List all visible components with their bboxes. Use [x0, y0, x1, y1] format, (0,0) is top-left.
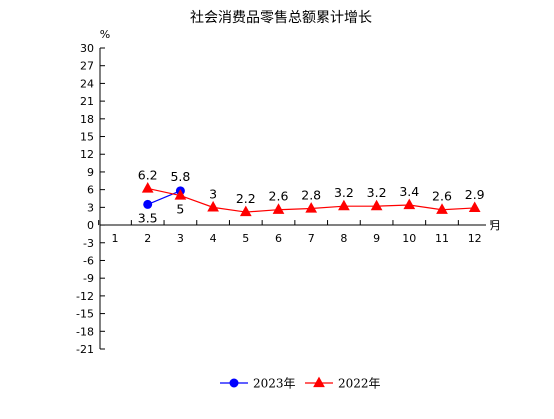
series-2022-point	[207, 200, 219, 212]
series-2022-point	[468, 201, 481, 213]
series-2022-point	[436, 203, 448, 214]
y-tick-label: 9	[87, 166, 94, 179]
series-2023-point	[143, 199, 153, 209]
series-2022-data-label: 2.8	[301, 188, 321, 203]
legend-2022-label: 2022年	[338, 377, 381, 391]
y-tick-label: 21	[80, 95, 94, 108]
series-2022-point	[141, 182, 154, 193]
legend-2022-swatch-point	[313, 376, 325, 388]
x-tick-label: 8	[340, 232, 347, 245]
x-tick-label: 4	[210, 232, 217, 245]
y-tick-label: -21	[76, 343, 94, 356]
legend: 2023年 2022年	[220, 377, 381, 391]
legend-2023: 2023年	[220, 377, 296, 391]
y-tick-label: 30	[80, 42, 94, 55]
y-tick-label: 6	[87, 184, 94, 197]
x-axis-unit: 月	[490, 219, 501, 232]
y-tick-label: 27	[80, 60, 94, 73]
series-2022-data-label: 2.9	[465, 187, 485, 202]
series-2023-data-label: 5.8	[170, 169, 190, 184]
x-tick-label: 2	[144, 232, 151, 245]
legend-2023-swatch-point	[229, 378, 239, 388]
y-tick-label: 0	[87, 219, 94, 232]
x-tick-label: 5	[242, 232, 249, 245]
series-layer	[141, 182, 481, 217]
chart-title: 社会消费品零售总额累计增长	[190, 10, 372, 26]
series-2022-point	[403, 198, 416, 210]
y-tick-label: -18	[76, 325, 94, 338]
x-tick-label: 7	[308, 232, 315, 245]
series-2022-data-label: 3.2	[367, 185, 387, 200]
x-tick-label: 11	[435, 232, 449, 245]
y-tick-label: 18	[80, 113, 94, 126]
series-2023-data-label: 3.5	[138, 210, 158, 225]
series-2022-data-label: 3.2	[334, 185, 354, 200]
y-tick-label: -9	[83, 272, 94, 285]
series-2022-data-label: 5	[176, 202, 184, 217]
y-axis-unit: %	[100, 28, 110, 41]
y-tick-label: 3	[87, 201, 94, 214]
x-tick-label: 12	[468, 232, 482, 245]
legend-2023-label: 2023年	[253, 377, 296, 391]
series-2022-point	[239, 205, 252, 217]
y-tick-label: 15	[80, 131, 94, 144]
y-tick-label: -12	[76, 290, 94, 303]
y-tick-label: 24	[80, 77, 94, 90]
series-2022-point	[272, 203, 285, 214]
y-tick-label: -15	[76, 308, 94, 321]
series-2022-data-label: 3.4	[399, 184, 419, 199]
series-2022-data-label: 2.2	[236, 191, 256, 206]
y-tick-label: 12	[80, 148, 94, 161]
y-tick-label: -3	[83, 237, 94, 250]
series-2022-point	[338, 199, 350, 211]
x-tick-label: 10	[402, 232, 416, 245]
series-2023-line	[147, 190, 181, 205]
series-2022	[141, 182, 481, 217]
y-tick-label: -6	[83, 254, 94, 267]
legend-2022: 2022年	[305, 377, 381, 391]
series-2022-data-label: 3	[209, 186, 217, 201]
series-2022-point	[370, 199, 383, 211]
x-tick-label: 3	[177, 232, 184, 245]
series-2022-data-label: 6.2	[138, 167, 158, 182]
data-labels: 3.5 5.8 6.2 5 3 2.2 2.6 2.8 3.2 3.2 3.4 2.6 2.9	[138, 167, 485, 225]
x-tick-label: 1	[112, 232, 119, 245]
x-tick-label: 6	[275, 232, 282, 245]
series-2022-point	[174, 189, 187, 200]
series-2022-data-label: 2.6	[432, 189, 452, 204]
series-2022-data-label: 2.6	[269, 189, 289, 204]
x-tick-label: 9	[373, 232, 380, 245]
series-2022-point	[305, 202, 318, 213]
